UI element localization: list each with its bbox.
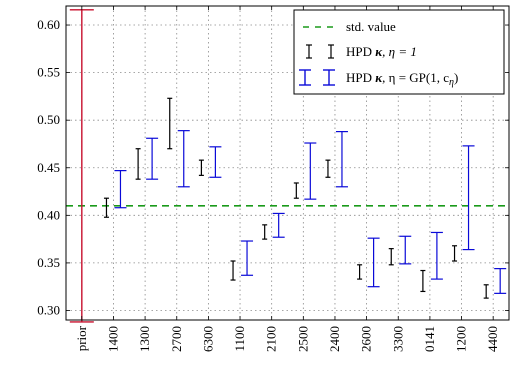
series-hpd-gp-1-c — [114, 130, 507, 294]
error-bars — [69, 9, 507, 323]
y-tick-label-0-60: 0.60 — [37, 17, 60, 32]
grid-lines — [66, 6, 509, 320]
x-tick-label-2100: 2100 — [264, 326, 279, 352]
legend-label-hpd-eta-1: HPD κ, η = 1 — [346, 44, 417, 59]
x-tick-label-prior: prior — [74, 325, 89, 351]
y-tick-label-0-55: 0.55 — [37, 65, 60, 80]
y-tick-label-0-50: 0.50 — [37, 112, 60, 127]
x-tick-label-4400: 4400 — [485, 326, 500, 352]
x-tick-label-6300: 6300 — [200, 326, 215, 352]
x-tick-label-2700: 2700 — [169, 326, 184, 352]
legend: std. value HPD κ, η = 1 HPD κ, η = GP(1,… — [293, 9, 505, 95]
x-tick-label-2400: 2400 — [327, 326, 342, 352]
y-tick-label-0-40: 0.40 — [37, 207, 60, 222]
y-tick-label-0-35: 0.35 — [37, 255, 60, 270]
series-hpd-1 — [103, 97, 489, 299]
x-tick-label-1200: 1200 — [454, 326, 469, 352]
x-tick-label-2500: 2500 — [295, 326, 310, 352]
x-tick-label-0141: 0141 — [422, 326, 437, 352]
y-tick-label-0-30: 0.30 — [37, 302, 60, 317]
x-tick-label-1100: 1100 — [232, 326, 247, 352]
y-axis: 0.30 0.35 0.40 0.45 0.50 0.55 0.60 — [37, 17, 509, 317]
legend-label-std-value: std. value — [346, 19, 396, 34]
x-tick-label-1300: 1300 — [137, 326, 152, 352]
legend-swatch-hpd-eta-1 — [306, 44, 334, 59]
x-axis: prior 1400 1300 2700 6300 1100 2100 2500 2400 260… — [74, 6, 500, 352]
x-tick-label-2600: 2600 — [359, 326, 374, 352]
legend-swatch-hpd-eta-gp — [299, 69, 335, 86]
plot-frame — [65, 5, 510, 321]
y-tick-label-0-45: 0.45 — [37, 160, 60, 175]
legend-label-hpd-eta-gp: HPD κ, η = GP(1, cη) — [346, 70, 458, 88]
x-tick-label-1400: 1400 — [105, 326, 120, 352]
x-tick-label-3300: 3300 — [390, 326, 405, 352]
